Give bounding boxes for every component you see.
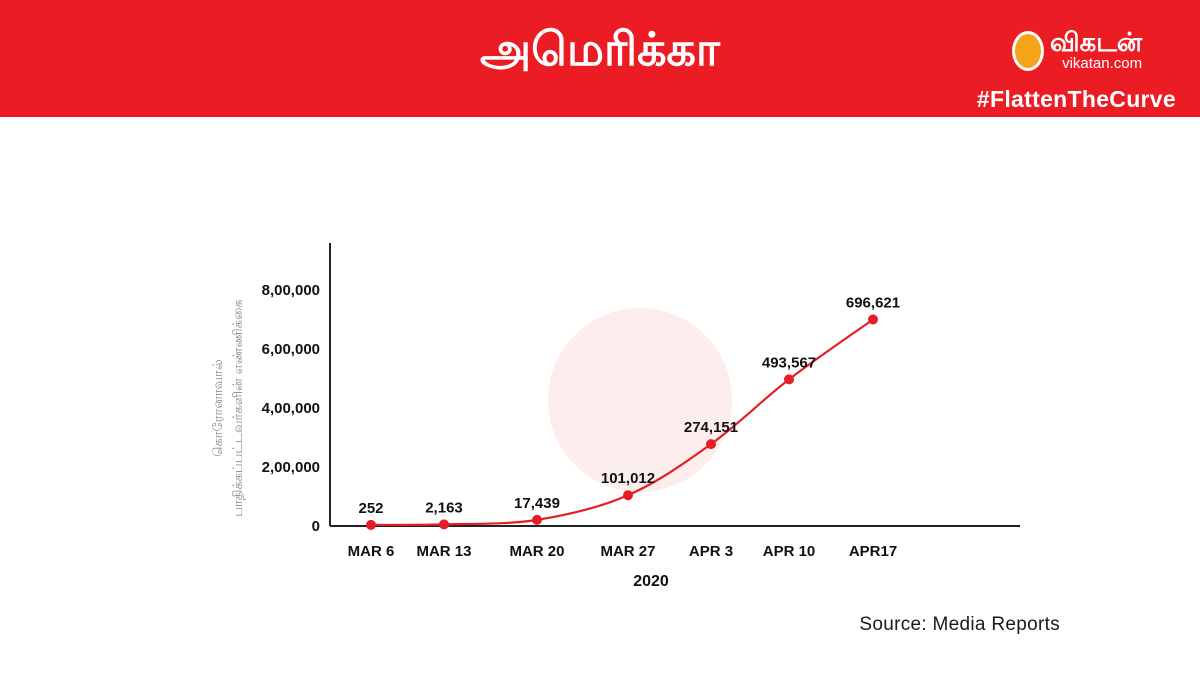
page-title: அமெரிக்கா — [480, 22, 720, 76]
data-label: 493,567 — [762, 354, 816, 371]
data-point — [623, 490, 633, 501]
watermark-mascot-icon — [548, 308, 732, 492]
data-label: 696,621 — [846, 294, 900, 311]
x-tick-label: MAR 13 — [416, 543, 471, 560]
logo-name: விகடன் — [1050, 28, 1143, 58]
data-point — [532, 514, 542, 525]
header-banner: அமெரிக்கா விகடன் vikatan.com #FlattenThe… — [0, 0, 1200, 117]
x-tick-label: APR 3 — [689, 543, 733, 560]
source-note: Source: Media Reports — [859, 614, 1060, 635]
vikatan-mascot-icon — [1012, 31, 1044, 71]
data-label: 101,012 — [601, 470, 655, 487]
data-label: 2,163 — [425, 499, 463, 516]
x-tick-label: MAR 6 — [348, 543, 395, 560]
hashtag: #FlattenTheCurve — [976, 86, 1176, 112]
y-tick-label: 2,00,000 — [262, 459, 320, 476]
x-tick-label: MAR 27 — [600, 543, 655, 560]
y-tick-label: 0 — [312, 518, 320, 535]
data-point — [439, 519, 449, 530]
vikatan-logo: விகடன் vikatan.com — [1012, 30, 1142, 72]
y-tick-label: 4,00,000 — [262, 400, 320, 417]
data-label: 17,439 — [514, 495, 560, 512]
y-axis-title: கொரோனாவால் பாதிக்கப்பட்டவர்களின் எண்ணிக்க… — [211, 299, 246, 516]
data-point — [868, 314, 878, 325]
x-tick-label: APR 10 — [763, 543, 816, 560]
data-point — [784, 374, 794, 385]
data-point — [366, 519, 376, 530]
data-label: 274,151 — [684, 419, 738, 436]
y-tick-label: 8,00,000 — [262, 282, 320, 299]
x-axis-title: 2020 — [633, 573, 669, 590]
logo-url: vikatan.com — [1062, 55, 1143, 72]
x-tick-label: MAR 20 — [509, 543, 564, 560]
x-tick-label: APR17 — [849, 543, 897, 560]
data-point — [706, 439, 716, 450]
data-label: 252 — [358, 500, 383, 517]
y-tick-label: 6,00,000 — [262, 341, 320, 358]
